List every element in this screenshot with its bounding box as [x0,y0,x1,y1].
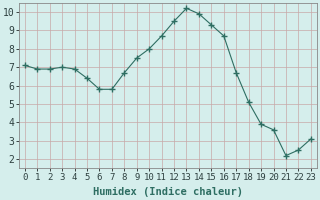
X-axis label: Humidex (Indice chaleur): Humidex (Indice chaleur) [93,187,243,197]
